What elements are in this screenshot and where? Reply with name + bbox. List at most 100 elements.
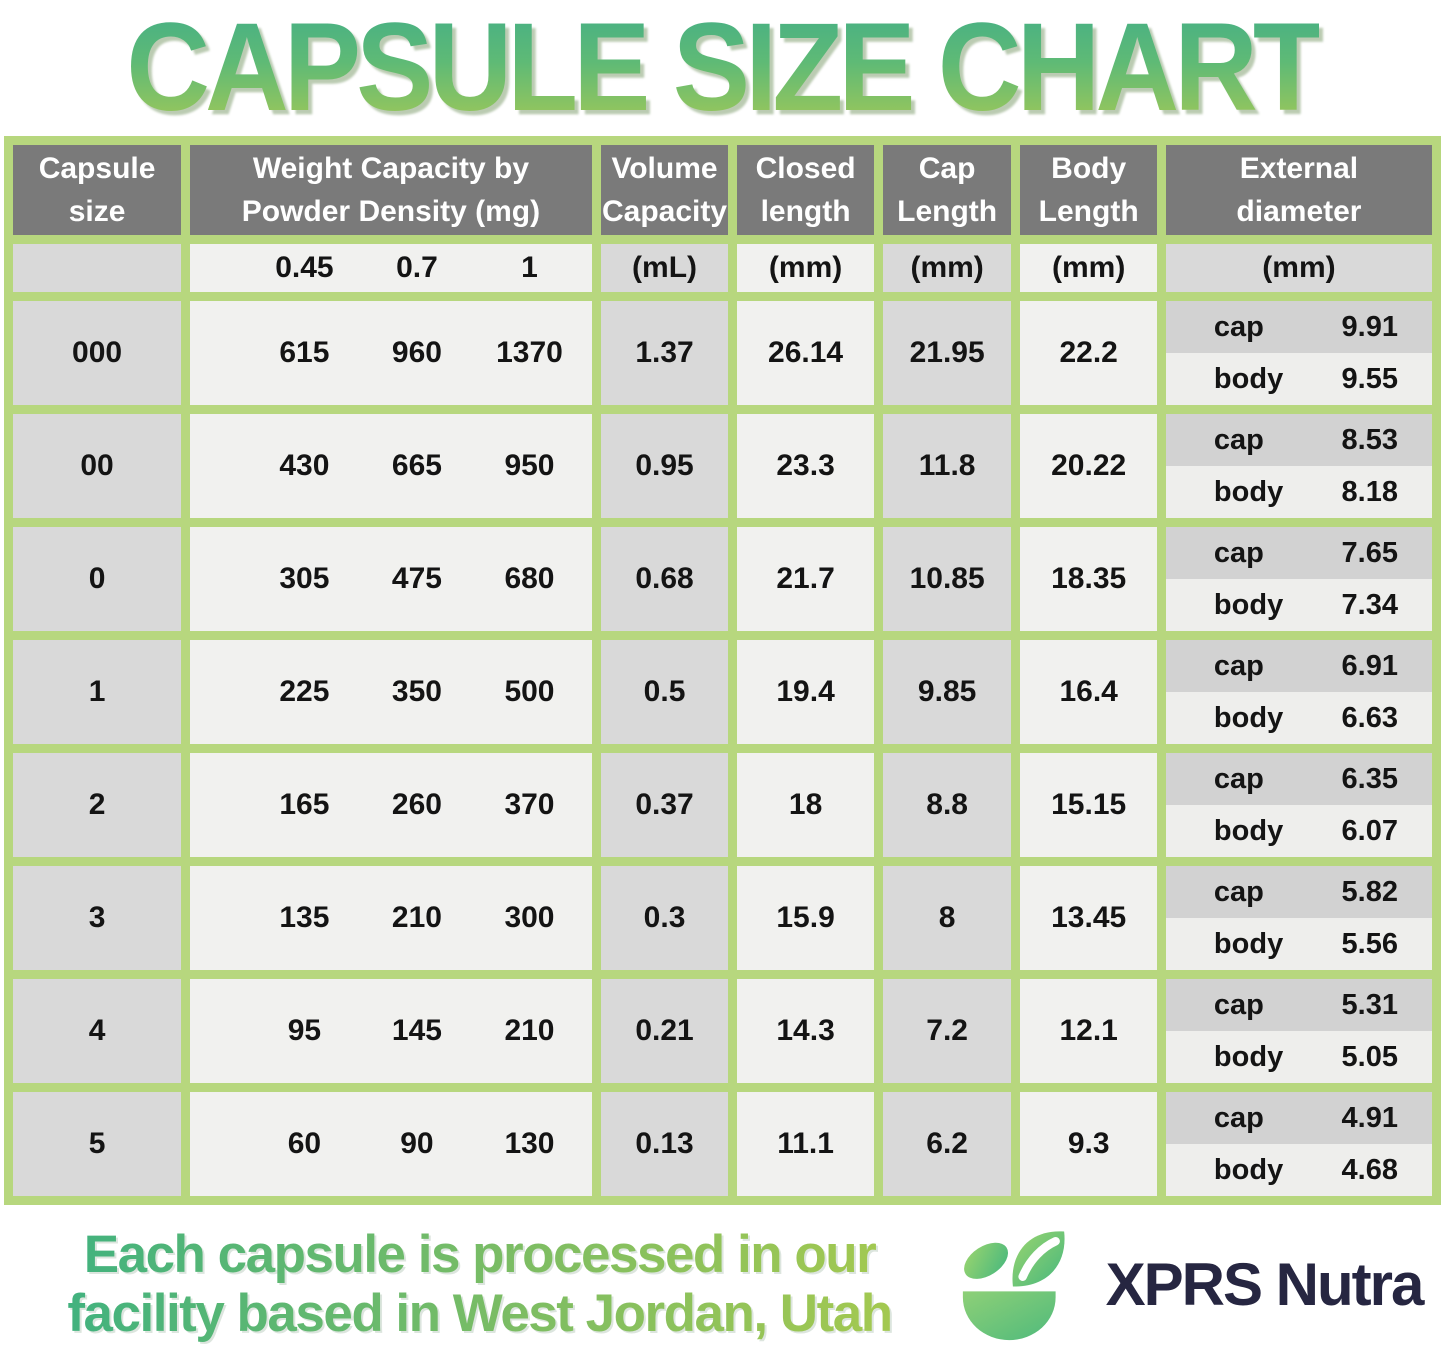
capsule-size-cell: 2 (13, 753, 182, 857)
external-diameter-body-row: body 9.55 (1165, 353, 1432, 405)
closed-length-cell: 11.1 (737, 1092, 874, 1196)
header-capsule-size: Capsule size (13, 145, 182, 235)
cap-length-cell: 9.85 (882, 640, 1012, 744)
weight-at-045-density: 60 (287, 1127, 322, 1160)
body-label: body (1213, 475, 1284, 508)
external-diameter-cap-row: cap 6.91 (1165, 640, 1432, 692)
body-diameter-value: 5.56 (1341, 927, 1398, 960)
external-diameter-cap-row: cap 5.82 (1165, 866, 1432, 918)
body-length-cell: 20.22 (1020, 414, 1157, 518)
closed-length-cell: 21.7 (737, 527, 874, 631)
body-label: body (1213, 701, 1284, 734)
weight-capacity-cell: 305 475 680 (190, 527, 592, 631)
external-diameter-cap-row: cap 4.91 (1165, 1092, 1432, 1144)
weight-at-1-density: 1370 (496, 336, 563, 369)
body-length-cell: 12.1 (1020, 979, 1157, 1083)
volume-capacity-cell: 0.95 (600, 414, 729, 518)
capsule-size-cell: 000 (13, 301, 182, 405)
body-label: body (1213, 588, 1284, 621)
external-diameter-cell: cap 4.91 body 4.68 (1165, 1092, 1432, 1196)
body-length-cell: 18.35 (1020, 527, 1157, 631)
external-diameter-body-row: body 7.34 (1165, 579, 1432, 631)
cap-diameter-value: 6.91 (1341, 649, 1398, 682)
weight-at-1-density: 300 (504, 901, 555, 934)
cap-label: cap (1213, 1101, 1264, 1134)
units-capsule-size-empty (13, 244, 182, 292)
units-density-values: 0.45 0.7 1 (190, 244, 592, 292)
cap-diameter-value: 7.65 (1341, 536, 1398, 569)
cap-length-cell: 8 (882, 866, 1012, 970)
closed-length-cell: 26.14 (737, 301, 874, 405)
weight-at-045-density: 95 (287, 1014, 322, 1047)
body-diameter-value: 6.63 (1341, 701, 1398, 734)
footer-tagline-line1: Each capsule is processed in our (83, 1224, 876, 1284)
cap-diameter-value: 9.91 (1341, 310, 1398, 343)
cap-length-cell: 7.2 (882, 979, 1012, 1083)
cap-length-cell: 21.95 (882, 301, 1012, 405)
density-1-label: 1 (521, 251, 538, 284)
body-diameter-value: 4.68 (1341, 1153, 1398, 1186)
body-label: body (1213, 362, 1284, 395)
cap-label: cap (1213, 762, 1264, 795)
page-title: CAPSULE SIZE CHART (126, 0, 1324, 138)
closed-length-cell: 14.3 (737, 979, 874, 1083)
weight-at-1-density: 130 (504, 1127, 555, 1160)
volume-capacity-cell: 0.5 (600, 640, 729, 744)
weight-at-1-density: 950 (504, 449, 555, 482)
weight-capacity-cell: 615 960 1370 (190, 301, 592, 405)
body-diameter-value: 8.18 (1341, 475, 1398, 508)
cap-diameter-value: 5.31 (1341, 988, 1398, 1021)
body-label: body (1213, 927, 1284, 960)
external-diameter-body-row: body 5.05 (1165, 1031, 1432, 1083)
capsule-size-cell: 1 (13, 640, 182, 744)
weight-at-045-density: 305 (279, 562, 330, 595)
external-diameter-cap-row: cap 7.65 (1165, 527, 1432, 579)
external-diameter-cap-row: cap 9.91 (1165, 301, 1432, 353)
footer: Each capsule is processed in our facilit… (0, 1205, 1445, 1357)
weight-at-045-density: 615 (279, 336, 330, 369)
body-length-cell: 13.45 (1020, 866, 1157, 970)
capsule-size-cell: 0 (13, 527, 182, 631)
weight-at-07-density: 475 (391, 562, 442, 595)
weight-at-1-density: 210 (504, 1014, 555, 1047)
external-diameter-cell: cap 8.53 body 8.18 (1165, 414, 1432, 518)
external-diameter-body-row: body 6.63 (1165, 692, 1432, 744)
cap-length-cell: 6.2 (882, 1092, 1012, 1196)
units-external-diameter: (mm) (1165, 244, 1432, 292)
body-diameter-value: 6.07 (1341, 814, 1398, 847)
weight-capacity-cell: 95 145 210 (190, 979, 592, 1083)
closed-length-cell: 23.3 (737, 414, 874, 518)
title-bar: CAPSULE SIZE CHART (0, 0, 1445, 136)
cap-label: cap (1213, 536, 1264, 569)
body-length-cell: 22.2 (1020, 301, 1157, 405)
external-diameter-body-row: body 8.18 (1165, 466, 1432, 518)
weight-capacity-cell: 60 90 130 (190, 1092, 592, 1196)
volume-capacity-cell: 0.21 (600, 979, 729, 1083)
cap-length-cell: 10.85 (882, 527, 1012, 631)
cap-diameter-value: 5.82 (1341, 875, 1398, 908)
capsule-size-cell: 3 (13, 866, 182, 970)
body-diameter-value: 5.05 (1341, 1040, 1398, 1073)
units-closed-length: (mm) (737, 244, 874, 292)
external-diameter-cell: cap 5.82 body 5.56 (1165, 866, 1432, 970)
body-length-cell: 16.4 (1020, 640, 1157, 744)
cap-diameter-value: 8.53 (1341, 423, 1398, 456)
cap-label: cap (1213, 423, 1264, 456)
capsule-size-cell: 00 (13, 414, 182, 518)
brand-name: XPRS Nutra (1105, 1250, 1425, 1318)
cap-label: cap (1213, 310, 1264, 343)
weight-at-045-density: 135 (279, 901, 330, 934)
external-diameter-body-row: body 5.56 (1165, 918, 1432, 970)
header-closed-length: Closed length (737, 145, 874, 235)
units-volume: (mL) (600, 244, 729, 292)
body-diameter-value: 7.34 (1341, 588, 1398, 621)
cap-diameter-value: 4.91 (1341, 1101, 1398, 1134)
weight-at-07-density: 665 (391, 449, 442, 482)
cap-label: cap (1213, 875, 1264, 908)
cap-diameter-value: 6.35 (1341, 762, 1398, 795)
volume-capacity-cell: 0.68 (600, 527, 729, 631)
header-cap-length: Cap Length (882, 145, 1012, 235)
weight-capacity-cell: 430 665 950 (190, 414, 592, 518)
units-cap-length: (mm) (882, 244, 1012, 292)
header-external-diameter: External diameter (1165, 145, 1432, 235)
